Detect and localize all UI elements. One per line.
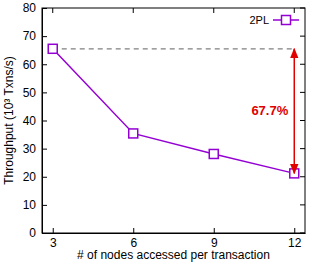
tick-mark	[300, 120, 305, 121]
tick: 60	[23, 58, 47, 72]
tick-mark	[300, 64, 305, 65]
tick-label: 30	[23, 142, 37, 156]
tick-mark	[300, 233, 305, 234]
tick-mark	[300, 36, 305, 37]
tick-mark	[42, 149, 47, 150]
tick-mark	[300, 92, 305, 93]
annotation-arrow	[294, 49, 296, 174]
tick: 20	[23, 170, 47, 184]
tick-mark	[133, 228, 134, 233]
tick-mark	[294, 228, 295, 233]
plot-area	[48, 44, 299, 178]
y-axis-title: Throughput (10³ Txns/s)	[2, 56, 16, 185]
tick-mark	[42, 92, 47, 93]
x-axis: 3 6 9 12	[43, 228, 306, 250]
tick-label: 80	[23, 1, 37, 15]
tick: 50	[23, 86, 47, 100]
data-point	[209, 149, 218, 158]
tick-mark	[213, 8, 214, 13]
tick-mark	[294, 8, 295, 13]
x-axis-title: # of nodes accessed per transaction	[77, 248, 270, 262]
legend-item: 2PL	[249, 14, 299, 26]
tick-mark	[300, 148, 305, 149]
tick-label: 60	[23, 58, 37, 72]
tick-mark	[214, 228, 215, 233]
tick: 12	[288, 228, 302, 250]
tick-mark	[300, 204, 305, 205]
tick-label: 40	[23, 114, 37, 128]
tick-label: 20	[23, 170, 37, 184]
tick: 6	[130, 228, 137, 250]
legend-label: 2PL	[249, 14, 269, 26]
tick: 40	[23, 114, 47, 128]
tick-mark	[300, 8, 305, 9]
tick-mark	[42, 36, 47, 37]
tick-mark	[52, 8, 53, 13]
tick-mark	[133, 8, 134, 13]
series-line	[53, 49, 295, 174]
tick-mark	[42, 64, 47, 65]
tick-label: 12	[288, 236, 302, 250]
tick-mark	[42, 205, 47, 206]
tick-label: 10	[23, 198, 37, 212]
tick: 10	[23, 198, 47, 212]
tick: 30	[23, 142, 47, 156]
tick: 9	[211, 228, 218, 250]
tick: 70	[23, 29, 47, 43]
tick-label: 50	[23, 86, 37, 100]
tick-label: 0	[29, 226, 36, 240]
tick-mark	[300, 176, 305, 177]
annotation-label: 67.7%	[251, 103, 288, 118]
tick-mark	[42, 121, 47, 122]
plot-frame	[42, 8, 305, 233]
y-axis: 0 10 20 30 40 50 60 70 80	[23, 1, 47, 240]
tick-label: 70	[23, 29, 37, 43]
tick: 3	[50, 228, 57, 250]
tick-mark	[42, 177, 47, 178]
data-point	[48, 44, 57, 53]
tick-label: 3	[50, 236, 57, 250]
legend-marker	[282, 16, 291, 25]
tick-mark	[53, 228, 54, 233]
data-point	[129, 129, 138, 138]
reference-line	[53, 48, 295, 49]
